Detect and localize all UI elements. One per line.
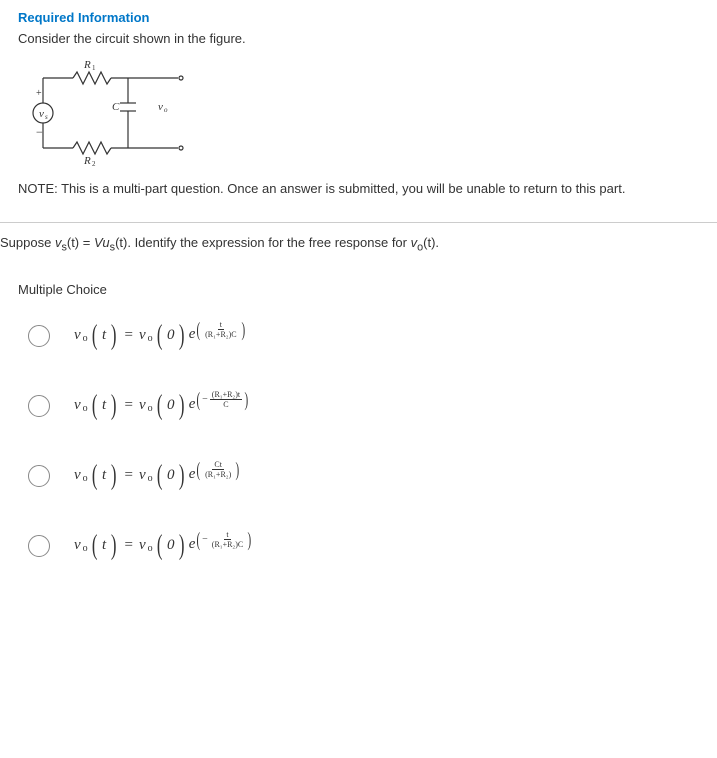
svg-text:+: + [36, 88, 42, 99]
svg-text:v: v [158, 101, 163, 113]
svg-text:−: − [36, 125, 43, 139]
required-info-section: Required Information Consider the circui… [0, 0, 717, 204]
svg-text:R: R [83, 155, 91, 167]
suppose-u-arg: (t) [115, 235, 127, 250]
svg-text:2: 2 [92, 160, 96, 168]
suppose-pre: Suppose [0, 235, 55, 250]
option-formula: vo(t)=vo(0)e(−(R₁+R₂)tC) [74, 396, 250, 415]
svg-text:o: o [164, 106, 168, 114]
radio-button[interactable] [28, 465, 50, 487]
option-formula: vo(t)=vo(0)e(Ct(R₁+R₂)) [74, 466, 241, 485]
suppose-u: u [102, 235, 109, 250]
option-row[interactable]: vo(t)=vo(0)e(−t(R₁+R₂)C) [28, 535, 717, 557]
svg-text:v: v [39, 108, 44, 120]
option-row[interactable]: vo(t)=vo(0)e(−(R₁+R₂)tC) [28, 395, 717, 417]
svg-text:R: R [83, 59, 91, 71]
svg-text:s: s [45, 113, 48, 121]
suppose-eq: = [79, 235, 94, 250]
suppose-text: Suppose vs(t) = Vus(t). Identify the exp… [0, 235, 717, 254]
radio-button[interactable] [28, 325, 50, 347]
consider-text: Consider the circuit shown in the figure… [18, 31, 699, 46]
suppose-vs-arg: (t) [67, 235, 79, 250]
svg-text:C: C [112, 101, 120, 113]
option-row[interactable]: vo(t)=vo(0)e(Ct(R₁+R₂)) [28, 465, 717, 487]
radio-button[interactable] [28, 535, 50, 557]
required-info-title: Required Information [18, 10, 699, 25]
note-text: NOTE: This is a multi-part question. Onc… [18, 181, 699, 196]
option-formula: vo(t)=vo(0)e(t(R₁+R₂)C) [74, 326, 246, 345]
radio-button[interactable] [28, 395, 50, 417]
suppose-post: . Identify the expression for the free r… [127, 235, 410, 250]
divider [0, 222, 717, 223]
option-row[interactable]: vo(t)=vo(0)e(t(R₁+R₂)C) [28, 325, 717, 347]
option-formula: vo(t)=vo(0)e(−t(R₁+R₂)C) [74, 536, 253, 555]
suppose-vo-arg: (t). [423, 235, 439, 250]
options-list: vo(t)=vo(0)e(t(R₁+R₂)C) vo(t)=vo(0)e(−(R₁… [0, 325, 717, 557]
svg-text:1: 1 [92, 64, 96, 72]
multiple-choice-label: Multiple Choice [18, 282, 717, 297]
circuit-figure: v s + − R 1 C v o [18, 58, 699, 171]
